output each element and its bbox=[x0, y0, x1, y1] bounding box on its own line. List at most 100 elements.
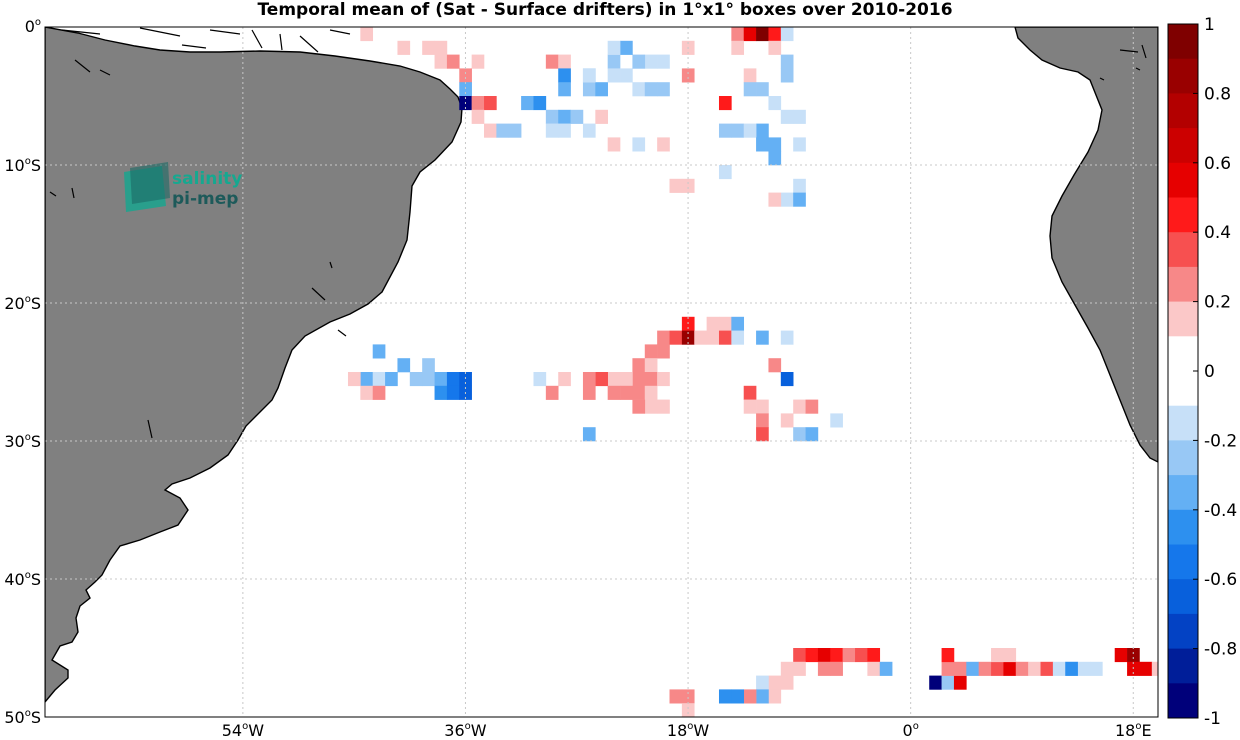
grid-cell bbox=[558, 54, 571, 69]
grid-cell bbox=[471, 96, 485, 111]
salinity-pi-mep-logo: salinity pi-mep bbox=[124, 162, 242, 212]
grid-cell bbox=[484, 123, 497, 138]
colorbar-segment bbox=[1168, 162, 1198, 198]
grid-cell bbox=[372, 385, 386, 400]
grid-cell bbox=[768, 40, 782, 55]
colorbar-segment bbox=[1168, 266, 1198, 302]
grid-cell bbox=[743, 68, 757, 83]
grid-cell bbox=[471, 109, 485, 124]
grid-cell bbox=[681, 178, 695, 193]
grid-cell bbox=[768, 151, 782, 166]
grid-cell bbox=[879, 661, 893, 676]
colorbar bbox=[1167, 23, 1199, 719]
grid-cell bbox=[459, 68, 472, 83]
grid-cell bbox=[570, 109, 584, 124]
grid-cell bbox=[657, 137, 670, 152]
grid-cell bbox=[855, 648, 868, 663]
grid-cell bbox=[607, 54, 621, 69]
grid-cell bbox=[718, 689, 732, 704]
grid-cell bbox=[991, 661, 1004, 676]
gridlines bbox=[45, 27, 1158, 717]
grid-cell bbox=[1052, 661, 1066, 676]
grid-cell bbox=[793, 178, 806, 193]
grid-cell bbox=[558, 68, 571, 83]
grid-cell bbox=[743, 82, 757, 97]
grid-cell bbox=[743, 385, 757, 400]
grid-cell bbox=[731, 123, 745, 138]
grid-cell bbox=[545, 109, 559, 124]
grid-cell bbox=[805, 648, 819, 663]
grid-cell bbox=[434, 385, 448, 400]
grid-cell bbox=[397, 358, 411, 373]
grid-cell bbox=[768, 96, 782, 111]
grid-cell bbox=[607, 372, 621, 387]
grid-cell bbox=[558, 123, 571, 138]
grid-cell bbox=[1127, 648, 1140, 663]
grid-cell bbox=[558, 372, 571, 387]
grid-cell bbox=[756, 399, 769, 414]
grid-cell bbox=[681, 68, 695, 83]
grid-cell bbox=[582, 385, 596, 400]
grid-cell bbox=[793, 427, 806, 442]
colorbar-tick-label: 1 bbox=[1204, 15, 1215, 35]
africa-land bbox=[1014, 27, 1158, 463]
grid-cell bbox=[929, 675, 942, 690]
island-marks bbox=[49, 27, 1147, 439]
grid-cell bbox=[756, 123, 769, 138]
grid-cell bbox=[756, 427, 769, 442]
grid-cell bbox=[978, 661, 992, 676]
y-tick-label: 50oS bbox=[4, 708, 41, 727]
grid-cell bbox=[694, 330, 707, 345]
grid-cell bbox=[620, 40, 633, 55]
colorbar-segment bbox=[1168, 683, 1198, 719]
grid-cell bbox=[718, 316, 732, 331]
grid-cell bbox=[644, 344, 658, 359]
grid-cell bbox=[385, 372, 398, 387]
grid-cell bbox=[718, 123, 732, 138]
grid-cell bbox=[360, 372, 374, 387]
colorbar-segment bbox=[1168, 336, 1198, 372]
grid-cell bbox=[1077, 661, 1091, 676]
axis-ticks: 54oW 36oW 18oW 0o 18oE 0o 10oS 20oS 30oS 40oS 50oS bbox=[4, 17, 1151, 740]
grid-cell bbox=[780, 372, 794, 387]
grid-cell bbox=[434, 40, 448, 55]
grid-cell bbox=[446, 385, 460, 400]
grid-cell bbox=[780, 330, 794, 345]
grid-cell bbox=[644, 372, 658, 387]
colorbar-labels: 1 0.8 0.6 0.4 0.2 0 -0.2 -0.4 -0.6 -0.8 -1 bbox=[1193, 15, 1237, 729]
grid-cell bbox=[372, 344, 386, 359]
grid-cell bbox=[706, 330, 720, 345]
y-tick-label: 30oS bbox=[4, 432, 41, 451]
grid-cell bbox=[471, 54, 485, 69]
grid-cell bbox=[422, 358, 435, 373]
grid-cell bbox=[1151, 661, 1158, 676]
grid-cell bbox=[941, 675, 955, 690]
grid-cell bbox=[422, 40, 435, 55]
grid-cell bbox=[657, 54, 670, 69]
grid-cell bbox=[793, 109, 806, 124]
colorbar-segment bbox=[1168, 475, 1198, 511]
grid-cell bbox=[484, 96, 497, 111]
grid-cell bbox=[372, 372, 386, 387]
grid-cell bbox=[793, 661, 806, 676]
grid-cell bbox=[644, 54, 658, 69]
plot-frame bbox=[44, 26, 1159, 718]
grid-cell bbox=[731, 330, 745, 345]
grid-cell bbox=[533, 372, 547, 387]
grid-cell bbox=[632, 385, 646, 400]
x-tick-label: 18oE bbox=[1115, 721, 1152, 740]
colorbar-tick-label: -0.8 bbox=[1204, 640, 1237, 660]
grid-cell bbox=[582, 68, 596, 83]
colorbar-tick-label: 0.8 bbox=[1204, 84, 1231, 104]
colorbar-segment bbox=[1168, 544, 1198, 580]
logo-text-pi-mep: pi-mep bbox=[172, 189, 238, 209]
grid-cell bbox=[533, 96, 547, 111]
grid-cell bbox=[657, 372, 670, 387]
grid-cell bbox=[1065, 661, 1078, 676]
grid-cell bbox=[768, 358, 782, 373]
grid-cell bbox=[780, 54, 794, 69]
grid-cell bbox=[607, 137, 621, 152]
grid-cells bbox=[347, 27, 1158, 717]
y-tick-label: 40oS bbox=[4, 570, 41, 589]
colorbar-segment bbox=[1168, 613, 1198, 649]
